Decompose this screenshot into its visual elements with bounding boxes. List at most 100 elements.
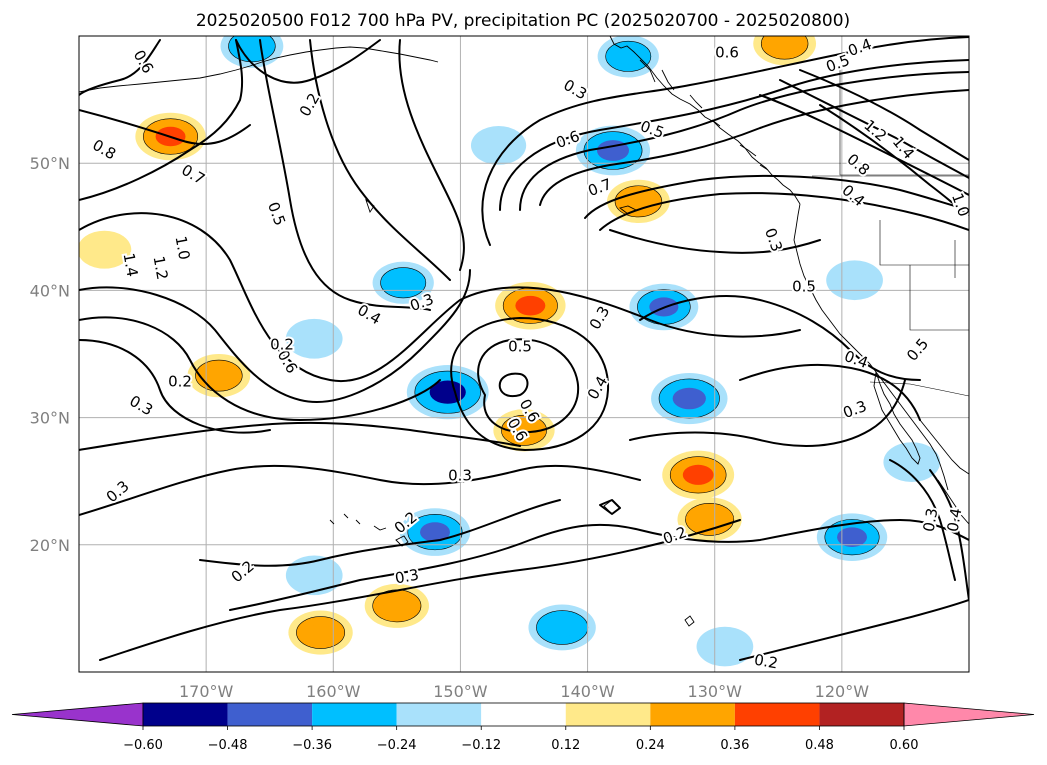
colorbar-tick-label: −0.48 xyxy=(208,738,248,753)
precip-core xyxy=(487,138,510,153)
precip-core xyxy=(713,638,737,655)
lat-tick-label: 20°N xyxy=(30,536,70,555)
pv-contour-label: 0.6 xyxy=(715,44,739,62)
pv-contour xyxy=(819,104,969,216)
colorbar-tick-label: −0.60 xyxy=(123,738,163,753)
precipitation-shading xyxy=(79,36,941,667)
precip-core xyxy=(696,510,723,529)
lon-tick-label: 170°W xyxy=(179,682,234,701)
precip-pc-blob xyxy=(677,497,742,542)
pv-contour-label: 0.3 xyxy=(920,507,942,534)
lon-tick-label: 160°W xyxy=(306,682,361,701)
pv-contour xyxy=(779,79,969,179)
pv-contour xyxy=(199,499,561,567)
alaska-canada-border xyxy=(839,60,969,176)
pv-contour xyxy=(79,39,244,201)
precip-pc-blob xyxy=(816,513,888,561)
lon-tick-label: 150°W xyxy=(433,682,488,701)
colorbar-bin xyxy=(312,703,397,726)
pv-contour xyxy=(309,39,451,281)
bc-islands xyxy=(639,59,769,171)
colorbar-tick-label: −0.24 xyxy=(377,738,417,753)
pv-contour xyxy=(929,469,969,601)
precip-core xyxy=(303,331,326,347)
precip-core xyxy=(682,464,714,485)
pv-contour xyxy=(450,317,610,451)
precip-pc-blob xyxy=(651,372,728,425)
precip-pc-blob xyxy=(79,230,132,269)
pv-contour xyxy=(259,39,431,311)
pv-contour xyxy=(639,295,921,381)
precip-core xyxy=(94,242,115,257)
colorbar-frame xyxy=(142,702,905,727)
pv-contour-label: 0.5 xyxy=(508,338,532,356)
colorbar-extend-high xyxy=(903,702,1035,727)
lat-tick-label: 30°N xyxy=(30,409,70,428)
lon-tick-label: 140°W xyxy=(560,682,615,701)
precip-pc-blob xyxy=(597,36,659,78)
pv-contours xyxy=(79,36,969,661)
lat-tick-label: 40°N xyxy=(30,281,70,300)
precip-pc-blob xyxy=(285,318,343,359)
colorbar-tick-label: 0.48 xyxy=(805,738,834,753)
precip-core xyxy=(515,295,546,316)
precip-core xyxy=(771,36,798,53)
mexico-mainland xyxy=(919,419,969,525)
precip-pc-blob xyxy=(285,555,343,596)
precip-pc-blob xyxy=(399,508,471,556)
precip-pc-blob xyxy=(528,604,596,651)
pv-contour xyxy=(229,519,969,611)
colorbar-tick-label: −0.36 xyxy=(292,738,332,753)
pv-contour xyxy=(498,372,529,398)
precip-core xyxy=(548,618,577,637)
pv-contour-label: 0.5 xyxy=(792,278,816,296)
pv-contour xyxy=(79,109,251,145)
pv-contour xyxy=(584,174,969,219)
precip-pc-blob xyxy=(406,365,489,420)
precip-pc-blob xyxy=(364,583,430,628)
precip-core xyxy=(420,522,450,542)
us-state-lines xyxy=(879,220,969,331)
pv-contour xyxy=(739,363,921,421)
precip-pc-blob xyxy=(753,36,817,66)
precip-core xyxy=(205,367,232,385)
lon-tick-label: 130°W xyxy=(688,682,743,701)
precip-pc-blob xyxy=(220,36,284,68)
precip-core xyxy=(303,567,326,583)
precip-core xyxy=(837,527,867,547)
pv-contour-label: 0.2 xyxy=(168,373,192,391)
precip-core xyxy=(511,421,537,439)
contour-labels: 0.60.30.6 0.40.50.20.80.70.50.60.70.51.21… xyxy=(87,36,969,673)
colorbar-bin xyxy=(734,703,820,726)
political-borders xyxy=(812,60,969,397)
colorbar-tick-label: 0.24 xyxy=(636,738,665,753)
colorbar-extend-low xyxy=(11,702,144,727)
pv-contour xyxy=(79,269,471,403)
pv-contour xyxy=(599,499,621,515)
precip-core xyxy=(383,597,411,615)
pv-contour xyxy=(519,71,969,211)
colorbar-bin xyxy=(819,703,904,726)
precip-core xyxy=(900,454,923,470)
colorbar-bin xyxy=(650,703,735,726)
colorbar-tick-label: 0.12 xyxy=(551,738,580,753)
colorbar-bin xyxy=(565,703,651,726)
pv-contour xyxy=(79,39,161,96)
colorbar-tick-label: 0.60 xyxy=(890,738,919,753)
pv-contour xyxy=(539,89,969,206)
axis-tick-labels: 170°W 160°W 150°W 140°W 130°W 120°W 20°N 30°N 40… xyxy=(30,154,870,701)
colorbar-tick-label: −0.12 xyxy=(461,738,501,753)
precip-pc-blob xyxy=(372,261,434,304)
colorbar-bin xyxy=(143,703,228,726)
hawaii-islands xyxy=(329,513,409,547)
pv-contour xyxy=(79,464,641,516)
map-frame xyxy=(78,35,970,673)
pv-contour xyxy=(79,212,801,383)
pv-contour xyxy=(889,459,956,581)
precip-pc-blob xyxy=(662,450,735,500)
lat-tick-label: 50°N xyxy=(30,154,70,173)
gridlines xyxy=(79,36,969,672)
pv-contour-label: 0.2 xyxy=(753,651,780,673)
colorbar: −0.60 −0.48 −0.36 −0.24 −0.12 0.12 0.24 0.36 0.4… xyxy=(11,702,1035,753)
